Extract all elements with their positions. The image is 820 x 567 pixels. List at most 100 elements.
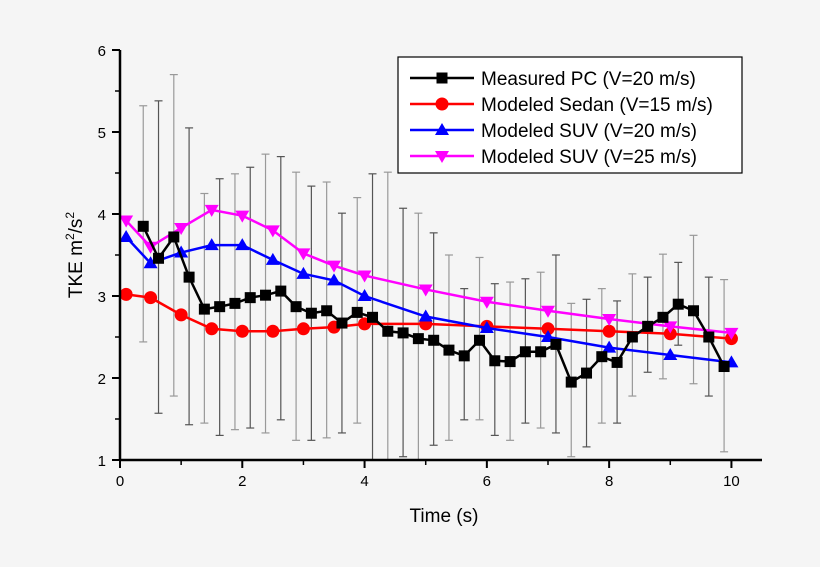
x-tick-label: 10 xyxy=(723,473,740,490)
square-marker xyxy=(137,220,149,232)
x-tick-label: 2 xyxy=(238,473,246,490)
square-marker xyxy=(229,297,241,309)
triangle-up-marker xyxy=(479,320,494,333)
circle-marker xyxy=(266,324,280,338)
square-marker xyxy=(412,333,424,345)
circle-marker xyxy=(435,97,449,111)
legend-label: Measured PC (V=20 m/s) xyxy=(481,69,696,90)
triangle-down-marker xyxy=(479,296,494,309)
triangle-up-marker xyxy=(119,229,134,242)
triangle-down-marker xyxy=(174,222,189,235)
x-tick-label: 0 xyxy=(116,473,124,490)
x-tick-label: 6 xyxy=(483,473,491,490)
series-lines xyxy=(119,204,739,388)
square-marker xyxy=(596,351,608,363)
triangle-up-marker xyxy=(143,256,158,269)
square-marker xyxy=(367,311,379,323)
circle-marker xyxy=(663,327,677,341)
circle-marker xyxy=(235,324,249,338)
square-marker xyxy=(321,305,333,317)
square-marker xyxy=(244,292,256,304)
circle-marker xyxy=(119,287,133,301)
square-marker xyxy=(626,331,638,343)
triangle-down-marker xyxy=(435,151,449,163)
square-marker xyxy=(458,350,470,362)
x-tick-label: 8 xyxy=(605,473,613,490)
square-marker xyxy=(672,298,684,310)
triangle-down-marker xyxy=(204,204,219,217)
triangle-down-marker xyxy=(724,327,739,340)
triangle-up-marker xyxy=(418,309,433,322)
circle-marker xyxy=(541,322,555,336)
circle-marker xyxy=(602,324,616,338)
triangle-down-marker xyxy=(143,241,158,254)
square-marker xyxy=(305,307,317,319)
square-marker xyxy=(443,344,455,356)
square-marker xyxy=(611,356,623,368)
legend: Measured PC (V=20 m/s) Modeled Sedan (V=1… xyxy=(397,56,743,174)
triangle-down-marker xyxy=(357,270,372,283)
y-axis-label: TKE m2/s2 xyxy=(63,212,87,299)
square-marker xyxy=(336,317,348,329)
square-marker xyxy=(198,303,210,315)
square-marker xyxy=(581,367,593,379)
triangle-up-marker xyxy=(235,238,250,251)
triangle-down-marker xyxy=(296,248,311,261)
square-marker xyxy=(214,301,226,313)
square-marker xyxy=(436,72,448,84)
square-marker xyxy=(382,325,394,337)
triangle-up-marker xyxy=(204,238,219,251)
triangle-up-marker xyxy=(602,340,617,353)
square-marker xyxy=(183,271,195,283)
square-marker xyxy=(489,355,501,367)
square-marker xyxy=(153,252,165,264)
triangle-down-marker xyxy=(541,305,555,318)
square-marker xyxy=(718,361,730,373)
y-tick-label: 3 xyxy=(98,289,106,306)
y-tick-label: 2 xyxy=(98,371,106,388)
triangle-down-marker xyxy=(119,215,134,228)
y-tick-label: 6 xyxy=(98,43,106,60)
triangle-up-marker xyxy=(435,123,449,135)
series-line xyxy=(125,208,732,335)
triangle-up-marker xyxy=(327,273,341,286)
circle-marker xyxy=(174,308,188,322)
square-marker xyxy=(535,346,547,358)
square-marker xyxy=(519,346,531,358)
square-marker xyxy=(550,338,562,350)
legend-label: Modeled SUV (V=20 m/s) xyxy=(481,121,697,142)
triangle-down-marker xyxy=(418,284,433,297)
y-tick-label: 4 xyxy=(98,207,106,224)
triangle-up-marker xyxy=(174,245,189,258)
legend-label: Modeled SUV (V=25 m/s) xyxy=(481,147,697,168)
triangle-down-marker xyxy=(235,210,250,223)
circle-marker xyxy=(205,322,219,336)
square-marker xyxy=(504,356,516,368)
square-marker xyxy=(565,376,577,388)
circle-marker xyxy=(144,291,158,305)
x-tick-label: 4 xyxy=(360,473,368,490)
square-marker xyxy=(657,311,669,323)
square-marker xyxy=(397,327,409,339)
y-tick-label: 5 xyxy=(98,125,106,142)
y-tick-label: 1 xyxy=(98,453,106,470)
square-marker xyxy=(275,285,287,297)
legend-box xyxy=(397,56,743,174)
square-marker xyxy=(428,334,440,346)
circle-marker xyxy=(296,322,310,336)
triangle-up-marker xyxy=(663,348,678,361)
square-marker xyxy=(168,231,180,243)
triangle-down-marker xyxy=(265,225,280,238)
square-marker xyxy=(351,306,363,318)
square-marker xyxy=(474,334,486,346)
square-marker xyxy=(260,289,272,301)
triangle-up-marker xyxy=(357,289,372,301)
square-marker xyxy=(688,305,700,317)
legend-label: Modeled Sedan (V=15 m/s) xyxy=(481,95,713,116)
triangle-up-marker xyxy=(265,252,280,265)
triangle-up-marker xyxy=(296,266,311,279)
triangle-down-marker xyxy=(327,260,341,273)
triangle-down-marker xyxy=(602,313,617,326)
